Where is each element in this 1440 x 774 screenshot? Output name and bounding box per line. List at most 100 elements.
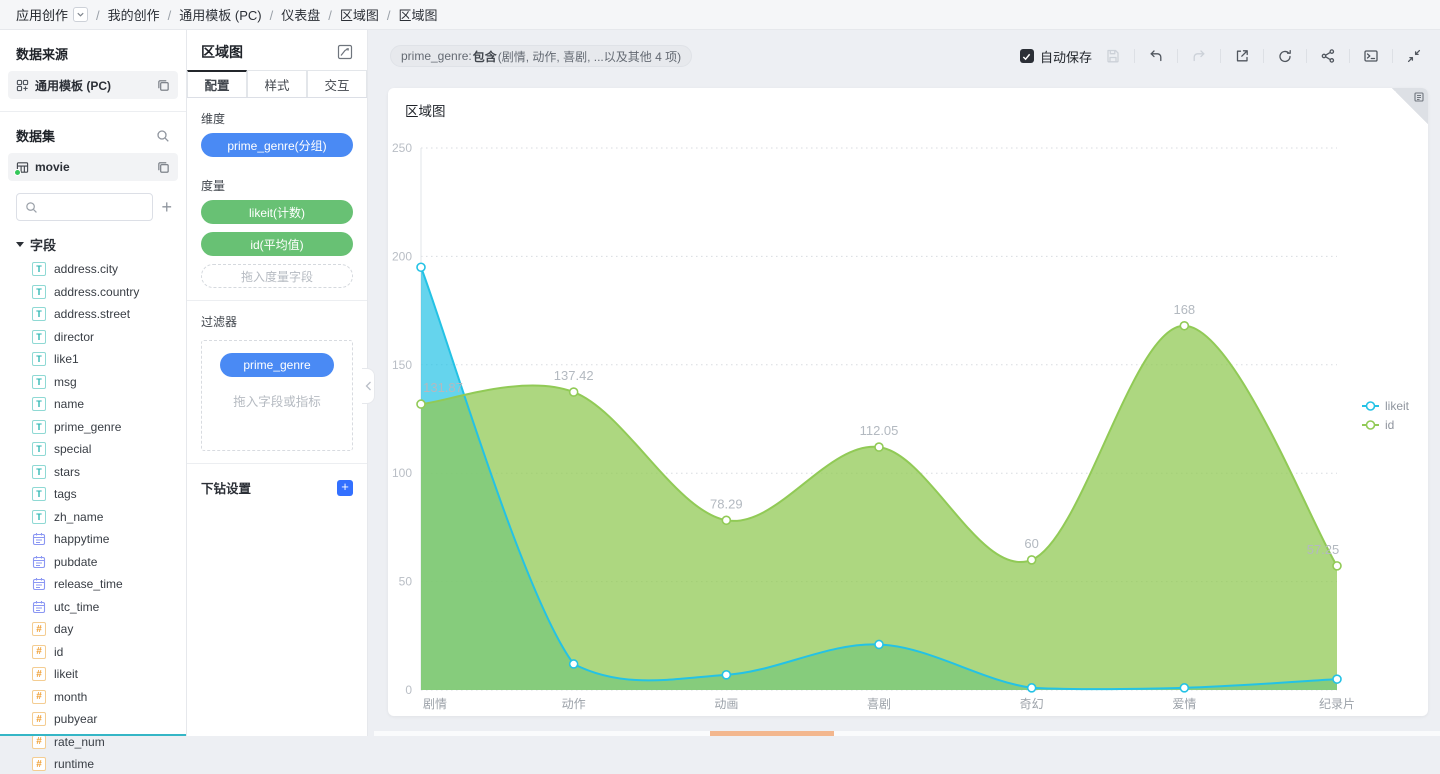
- field-item-utc_time[interactable]: utc_time: [0, 596, 186, 619]
- toolbar-divider: [1134, 49, 1135, 63]
- legend-item-likeit[interactable]: likeit: [1362, 399, 1410, 413]
- chart-type-edit-icon[interactable]: [337, 44, 353, 60]
- field-item-pubdate[interactable]: pubdate: [0, 551, 186, 574]
- breadcrumb-item[interactable]: 区域图: [398, 8, 438, 23]
- field-item-day[interactable]: # day: [0, 618, 186, 641]
- dataset-name: movie: [35, 160, 70, 174]
- field-name: address.street: [54, 307, 131, 322]
- breadcrumb-item[interactable]: 区域图: [339, 8, 379, 23]
- breadcrumb-app-select[interactable]: 应用创作: [16, 5, 89, 24]
- datasource-title: 数据来源: [16, 47, 69, 62]
- datasource-item[interactable]: 通用模板 (PC): [8, 71, 178, 99]
- time-field-icon: [32, 554, 46, 569]
- text-field-icon: T: [32, 329, 46, 344]
- field-name: release_time: [54, 577, 123, 592]
- measure-pill-likeit[interactable]: likeit(计数): [201, 200, 353, 224]
- breadcrumb: 应用创作 / 我的创作 / 通用模板 (PC) / 仪表盘 / 区域图 / 区域图: [0, 0, 1440, 30]
- text-field-icon: T: [32, 262, 46, 277]
- measure-pill-id[interactable]: id(平均值): [201, 232, 353, 256]
- text-field-icon: T: [32, 442, 46, 457]
- field-item-likeit[interactable]: # likeit: [0, 663, 186, 686]
- field-name: like1: [54, 352, 79, 367]
- refresh-icon[interactable]: [1277, 48, 1293, 64]
- tab-配置[interactable]: 配置: [187, 70, 247, 97]
- svg-text:78.29: 78.29: [710, 496, 743, 511]
- svg-text:动作: 动作: [562, 697, 586, 711]
- autosave-toggle[interactable]: 自动保存: [1019, 47, 1092, 66]
- field-name: name: [54, 397, 85, 412]
- checkbox-checked-icon: [1019, 49, 1034, 63]
- field-search-input[interactable]: [16, 193, 154, 221]
- filter-drop-zone[interactable]: prime_genre 拖入字段或指标: [201, 340, 353, 451]
- field-name: rate_num: [54, 734, 105, 749]
- sidebar-bottom-accent: [0, 734, 186, 736]
- field-item-happytime[interactable]: happytime: [0, 528, 186, 551]
- field-item-id[interactable]: # id: [0, 641, 186, 664]
- svg-text:50: 50: [399, 575, 413, 589]
- svg-text:0: 0: [405, 683, 412, 697]
- svg-text:likeit: likeit: [1385, 399, 1410, 413]
- field-name: msg: [54, 374, 77, 389]
- breadcrumb-item[interactable]: 通用模板 (PC): [179, 8, 262, 23]
- text-field-icon: T: [32, 464, 46, 479]
- text-field-icon: T: [32, 487, 46, 502]
- terminal-icon[interactable]: [1363, 48, 1379, 64]
- export-icon[interactable]: [1234, 48, 1250, 64]
- share-icon[interactable]: [1320, 48, 1336, 64]
- chart-card[interactable]: 区域图 0 50 100 150 200 250 131.87 137.42 78.29 112.…: [388, 88, 1428, 716]
- dashboard-canvas: prime_genre: 包含 (剧情, 动作, 喜剧, ...以及其他 4 项) …: [368, 30, 1440, 736]
- chart-config-panel: 区域图 配置 样式 交互 维度 prime_genre(分组) 度量 likeit(…: [187, 30, 368, 736]
- measure-drop-placeholder[interactable]: 拖入度量字段: [201, 264, 353, 288]
- field-item-month[interactable]: # month: [0, 686, 186, 709]
- panel-collapse-handle[interactable]: [362, 368, 375, 404]
- text-field-icon: T: [32, 509, 46, 524]
- add-drill-button[interactable]: +: [337, 479, 353, 496]
- field-item-pubyear[interactable]: # pubyear: [0, 708, 186, 731]
- datasource-name: 通用模板 (PC): [35, 78, 111, 93]
- area-chart[interactable]: 0 50 100 150 200 250 131.87 137.42 78.29 112.05 60…: [388, 88, 1428, 716]
- tab-样式[interactable]: 样式: [247, 70, 307, 97]
- field-name: director: [54, 329, 95, 344]
- breadcrumb-item[interactable]: 仪表盘: [281, 8, 321, 23]
- fields-section-header[interactable]: 字段: [0, 225, 186, 258]
- field-name: stars: [54, 464, 81, 479]
- dataset-item[interactable]: movie: [8, 153, 178, 181]
- card-corner-fold[interactable]: [1392, 88, 1428, 124]
- bottom-panel-accent: [710, 731, 834, 736]
- collapse-icon[interactable]: [1406, 48, 1422, 64]
- filter-pill-prime-genre[interactable]: prime_genre: [220, 353, 334, 377]
- dataset-search-icon[interactable]: [156, 129, 170, 143]
- svg-text:60: 60: [1024, 536, 1038, 551]
- app-template-icon: [16, 79, 29, 92]
- switch-datasource-icon[interactable]: [157, 79, 170, 92]
- dataset-ok-badge: [14, 168, 21, 176]
- tab-交互[interactable]: 交互: [307, 70, 367, 97]
- undo-icon[interactable]: [1148, 48, 1164, 64]
- breadcrumb-item[interactable]: 我的创作: [107, 8, 160, 23]
- breadcrumb-separator: /: [386, 8, 391, 23]
- add-field-button[interactable]: +: [161, 197, 172, 217]
- dimension-label: 维度: [201, 112, 226, 126]
- field-item-release_time[interactable]: release_time: [0, 573, 186, 596]
- dimension-pill-prime-genre[interactable]: prime_genre(分组): [201, 133, 353, 157]
- canvas-toolbar: prime_genre: 包含 (剧情, 动作, 喜剧, ...以及其他 4 项) …: [368, 30, 1440, 82]
- number-field-icon: #: [32, 667, 46, 682]
- field-item-runtime[interactable]: # runtime: [0, 753, 186, 774]
- measure-label: 度量: [201, 179, 226, 193]
- switch-dataset-icon[interactable]: [157, 161, 170, 174]
- legend-item-id[interactable]: id: [1362, 418, 1394, 432]
- filter-condition-chip[interactable]: prime_genre: 包含 (剧情, 动作, 喜剧, ...以及其他 4 项): [390, 45, 693, 67]
